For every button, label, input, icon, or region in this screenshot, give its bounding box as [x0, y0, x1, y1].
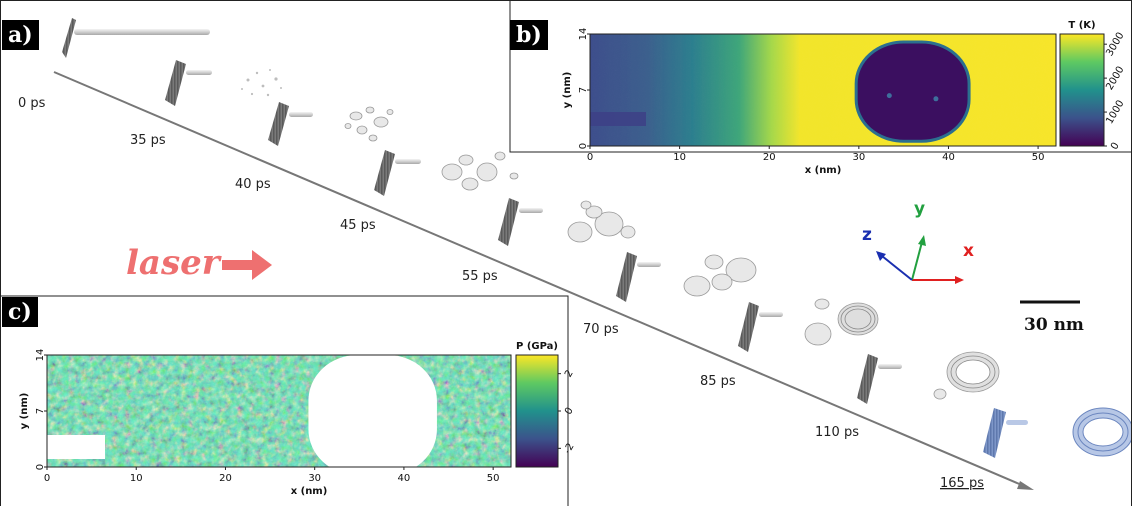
y-tick-label: 14	[578, 28, 589, 41]
x-tick-label: 0	[587, 152, 593, 163]
x-tick-label: 20	[219, 473, 232, 484]
snapshot-0ps	[62, 18, 210, 58]
heatmap-c-field	[47, 355, 511, 467]
colorbar-tick-label: 0	[1109, 141, 1122, 152]
y-tick-label: 7	[578, 87, 589, 93]
colorbar-tick-label: 2000	[1104, 65, 1126, 93]
time-label: 85 ps	[700, 374, 736, 389]
heatmap-c-void	[308, 355, 437, 467]
time-label: 55 ps	[462, 269, 498, 284]
snapshot-70ps	[616, 252, 757, 302]
colorbar-tick-label: 2	[563, 368, 576, 379]
timeline-arrow-head	[1017, 481, 1034, 490]
time-label: 0 ps	[18, 96, 46, 111]
snapshot-165ps	[983, 407, 1132, 458]
colorbar-tick-label: 0	[563, 406, 576, 417]
heatmap-c: 0 10 20 30 40 50 0 7 14 x (nm) y (nm) -2 0 2 P (G…	[19, 341, 577, 497]
axis-z-label: z	[862, 225, 872, 245]
x-tick-label: 10	[673, 152, 686, 163]
heatmap-b-field	[590, 34, 1056, 146]
time-label: 165 ps	[940, 476, 984, 491]
time-label: 45 ps	[340, 218, 376, 233]
panel-b-label: b)	[510, 20, 548, 50]
axis-x-label: x	[963, 241, 974, 261]
axes-triad: x y z	[862, 199, 974, 284]
time-label: 110 ps	[815, 425, 859, 440]
x-tick-label: 30	[852, 152, 865, 163]
time-label: 70 ps	[583, 322, 619, 337]
scale-bar-label: 30 nm	[1024, 315, 1084, 335]
heatmap-b-ylabel: y (nm)	[562, 72, 573, 109]
heatmap-c-ylabel: y (nm)	[19, 393, 30, 430]
time-label: 35 ps	[130, 133, 166, 148]
colorbar-b-title: T (K)	[1068, 20, 1095, 31]
x-tick-label: 10	[130, 473, 143, 484]
y-tick-label: 14	[35, 349, 46, 362]
colorbar-c	[515, 354, 559, 468]
laser-arrow	[222, 250, 272, 280]
laser-label: laser	[126, 243, 222, 283]
snapshot-85ps	[738, 298, 879, 352]
snapshot-35ps	[165, 60, 282, 106]
axis-y-label: y	[914, 199, 925, 219]
snapshot-45ps	[374, 150, 519, 196]
panel-a-label: a)	[2, 20, 39, 50]
x-tick-label: 20	[763, 152, 776, 163]
x-tick-label: 50	[1032, 152, 1045, 163]
colorbar-c-title: P (GPa)	[516, 341, 558, 352]
colorbar-b	[1059, 33, 1105, 147]
x-tick-label: 30	[308, 473, 321, 484]
heatmap-b-xlabel: x (nm)	[805, 165, 842, 176]
y-tick-label: 0	[578, 143, 589, 149]
snapshot-55ps	[498, 198, 636, 246]
colorbar-tick-label: 3000	[1104, 31, 1126, 59]
time-label: 40 ps	[235, 177, 271, 192]
y-tick-label: 7	[35, 408, 46, 414]
timeline-arrow-shaft	[53, 71, 1025, 487]
x-tick-label: 40	[942, 152, 955, 163]
heatmap-c-xlabel: x (nm)	[291, 486, 328, 497]
heatmap-b-void	[854, 40, 971, 143]
panel-c-label: c)	[2, 297, 38, 327]
colorbar-tick-label: 1000	[1104, 99, 1126, 127]
y-tick-label: 0	[35, 464, 46, 470]
x-tick-label: 50	[487, 473, 500, 484]
colorbar-tick-label: -2	[562, 442, 577, 456]
x-tick-label: 0	[44, 473, 50, 484]
snapshot-40ps	[268, 102, 394, 146]
heatmap-c-blank	[47, 435, 105, 459]
timeline-times: 0 ps 35 ps 40 ps 45 ps 55 ps 70 ps 85 ps 110 ps…	[18, 96, 984, 491]
x-tick-label: 40	[398, 473, 411, 484]
snapshot-110ps	[857, 351, 1000, 404]
heatmap-b: 0 10 20 30 40 50 0 7 14 x (nm) y (nm) 0 1000 2000…	[562, 20, 1127, 176]
